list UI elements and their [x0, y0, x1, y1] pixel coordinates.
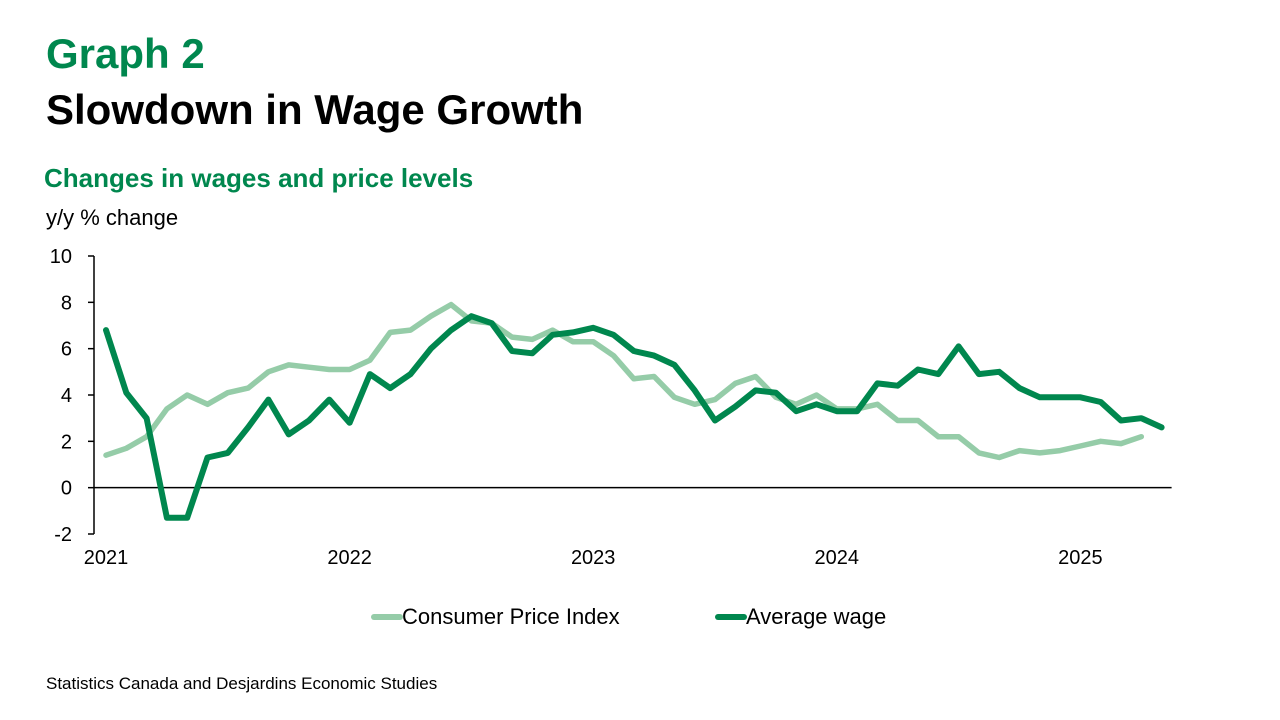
- y-tick-label: 10: [50, 246, 72, 268]
- chart-subtitle: Changes in wages and price levels: [44, 163, 474, 193]
- x-tick-label: 2025: [1058, 547, 1103, 569]
- cpi-series-line: [103, 301, 1145, 461]
- page-title: Slowdown in Wage Growth: [46, 86, 584, 133]
- source-note: Statistics Canada and Desjardins Economi…: [46, 674, 438, 693]
- x-tick-label: 2024: [815, 547, 860, 569]
- wage-series-line: [103, 313, 1165, 521]
- y-axis-label: y/y % change: [46, 205, 179, 230]
- x-tick-label: 2021: [84, 547, 129, 569]
- y-tick-label: 2: [61, 431, 72, 453]
- y-tick-label: 4: [61, 385, 72, 407]
- legend-item-cpi-label: Consumer Price Index: [402, 604, 620, 629]
- y-tick-label: 6: [61, 339, 72, 361]
- y-tick-label: -2: [54, 524, 72, 546]
- legend-item-wage-label: Average wage: [746, 604, 886, 629]
- y-tick-label: 8: [61, 292, 72, 314]
- x-tick-label: 2023: [571, 547, 616, 569]
- graph-number: Graph 2: [46, 30, 205, 77]
- y-tick-label: 0: [61, 478, 72, 500]
- line-chart: -2 0 2 4 6 8 10 2021 2022 2023 2024 2025 Consumer Pr…: [50, 246, 1172, 629]
- x-tick-label: 2022: [327, 547, 372, 569]
